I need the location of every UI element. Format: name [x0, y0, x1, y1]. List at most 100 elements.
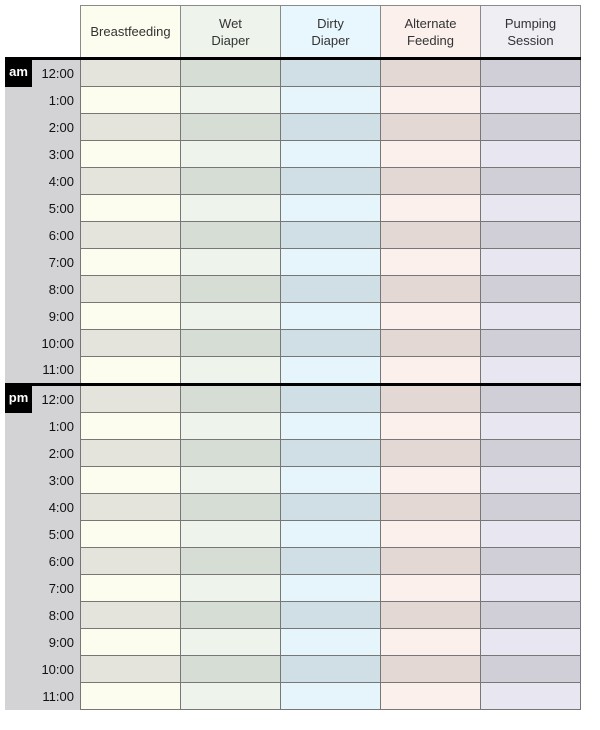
log-entry-cell[interactable]: [280, 520, 381, 548]
log-entry-cell[interactable]: [80, 57, 181, 87]
log-entry-cell[interactable]: [480, 194, 581, 222]
log-entry-cell[interactable]: [80, 221, 181, 249]
log-entry-cell[interactable]: [380, 248, 481, 276]
log-entry-cell[interactable]: [80, 329, 181, 357]
log-entry-cell[interactable]: [380, 628, 481, 656]
log-entry-cell[interactable]: [280, 628, 381, 656]
log-entry-cell[interactable]: [80, 167, 181, 195]
log-entry-cell[interactable]: [480, 628, 581, 656]
log-entry-cell[interactable]: [180, 412, 281, 440]
log-entry-cell[interactable]: [380, 356, 481, 385]
log-entry-cell[interactable]: [480, 86, 581, 114]
log-entry-cell[interactable]: [80, 302, 181, 330]
log-entry-cell[interactable]: [380, 302, 481, 330]
log-entry-cell[interactable]: [80, 356, 181, 385]
log-entry-cell[interactable]: [80, 574, 181, 602]
log-entry-cell[interactable]: [80, 248, 181, 276]
log-entry-cell[interactable]: [280, 86, 381, 114]
log-entry-cell[interactable]: [480, 466, 581, 494]
log-entry-cell[interactable]: [280, 194, 381, 222]
log-entry-cell[interactable]: [180, 329, 281, 357]
log-entry-cell[interactable]: [180, 547, 281, 575]
log-entry-cell[interactable]: [180, 221, 281, 249]
log-entry-cell[interactable]: [280, 601, 381, 629]
log-entry-cell[interactable]: [380, 113, 481, 141]
log-entry-cell[interactable]: [80, 466, 181, 494]
log-entry-cell[interactable]: [180, 655, 281, 683]
log-entry-cell[interactable]: [480, 383, 581, 413]
log-entry-cell[interactable]: [280, 302, 381, 330]
log-entry-cell[interactable]: [380, 601, 481, 629]
log-entry-cell[interactable]: [280, 167, 381, 195]
log-entry-cell[interactable]: [380, 221, 481, 249]
log-entry-cell[interactable]: [180, 86, 281, 114]
log-entry-cell[interactable]: [80, 682, 181, 710]
log-entry-cell[interactable]: [180, 628, 281, 656]
log-entry-cell[interactable]: [380, 86, 481, 114]
log-entry-cell[interactable]: [480, 493, 581, 521]
log-entry-cell[interactable]: [80, 140, 181, 168]
log-entry-cell[interactable]: [80, 520, 181, 548]
log-entry-cell[interactable]: [280, 547, 381, 575]
log-entry-cell[interactable]: [280, 412, 381, 440]
log-entry-cell[interactable]: [480, 655, 581, 683]
log-entry-cell[interactable]: [180, 248, 281, 276]
log-entry-cell[interactable]: [480, 275, 581, 303]
log-entry-cell[interactable]: [280, 248, 381, 276]
log-entry-cell[interactable]: [480, 167, 581, 195]
log-entry-cell[interactable]: [280, 466, 381, 494]
log-entry-cell[interactable]: [280, 356, 381, 385]
log-entry-cell[interactable]: [80, 113, 181, 141]
log-entry-cell[interactable]: [280, 275, 381, 303]
log-entry-cell[interactable]: [480, 113, 581, 141]
log-entry-cell[interactable]: [180, 167, 281, 195]
log-entry-cell[interactable]: [480, 248, 581, 276]
log-entry-cell[interactable]: [180, 574, 281, 602]
log-entry-cell[interactable]: [380, 655, 481, 683]
log-entry-cell[interactable]: [380, 439, 481, 467]
log-entry-cell[interactable]: [80, 493, 181, 521]
log-entry-cell[interactable]: [380, 275, 481, 303]
log-entry-cell[interactable]: [280, 57, 381, 87]
log-entry-cell[interactable]: [180, 113, 281, 141]
log-entry-cell[interactable]: [380, 682, 481, 710]
log-entry-cell[interactable]: [180, 493, 281, 521]
log-entry-cell[interactable]: [480, 547, 581, 575]
log-entry-cell[interactable]: [280, 574, 381, 602]
log-entry-cell[interactable]: [380, 466, 481, 494]
log-entry-cell[interactable]: [180, 601, 281, 629]
log-entry-cell[interactable]: [180, 439, 281, 467]
log-entry-cell[interactable]: [480, 57, 581, 87]
log-entry-cell[interactable]: [280, 383, 381, 413]
log-entry-cell[interactable]: [380, 57, 481, 87]
log-entry-cell[interactable]: [480, 302, 581, 330]
log-entry-cell[interactable]: [180, 140, 281, 168]
log-entry-cell[interactable]: [480, 682, 581, 710]
log-entry-cell[interactable]: [480, 574, 581, 602]
log-entry-cell[interactable]: [280, 140, 381, 168]
log-entry-cell[interactable]: [80, 655, 181, 683]
log-entry-cell[interactable]: [380, 383, 481, 413]
log-entry-cell[interactable]: [280, 493, 381, 521]
log-entry-cell[interactable]: [180, 682, 281, 710]
log-entry-cell[interactable]: [80, 194, 181, 222]
log-entry-cell[interactable]: [380, 329, 481, 357]
log-entry-cell[interactable]: [380, 194, 481, 222]
log-entry-cell[interactable]: [280, 439, 381, 467]
log-entry-cell[interactable]: [280, 113, 381, 141]
log-entry-cell[interactable]: [280, 655, 381, 683]
log-entry-cell[interactable]: [380, 574, 481, 602]
log-entry-cell[interactable]: [80, 628, 181, 656]
log-entry-cell[interactable]: [480, 520, 581, 548]
log-entry-cell[interactable]: [480, 439, 581, 467]
log-entry-cell[interactable]: [480, 329, 581, 357]
log-entry-cell[interactable]: [180, 520, 281, 548]
log-entry-cell[interactable]: [380, 412, 481, 440]
log-entry-cell[interactable]: [380, 493, 481, 521]
log-entry-cell[interactable]: [80, 547, 181, 575]
log-entry-cell[interactable]: [280, 682, 381, 710]
log-entry-cell[interactable]: [80, 412, 181, 440]
log-entry-cell[interactable]: [180, 57, 281, 87]
log-entry-cell[interactable]: [180, 383, 281, 413]
log-entry-cell[interactable]: [180, 194, 281, 222]
